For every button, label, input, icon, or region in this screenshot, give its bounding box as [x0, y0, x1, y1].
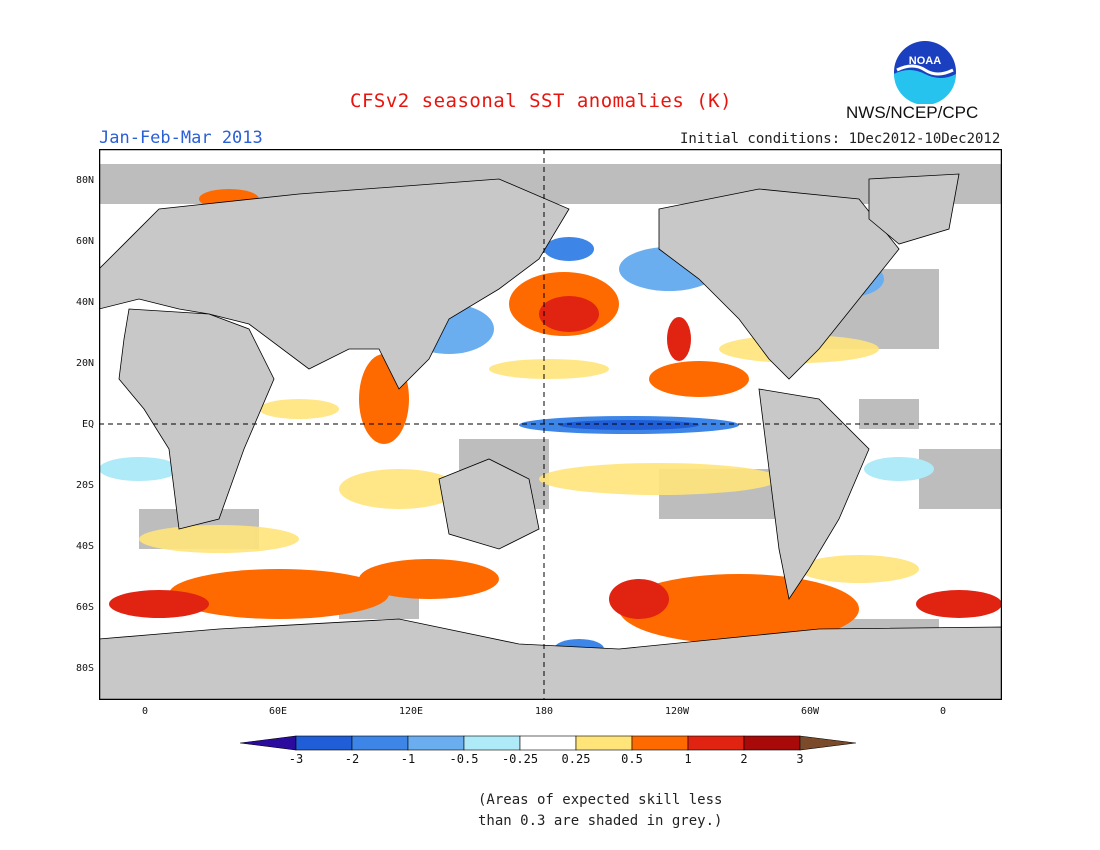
colorbar-tick-label: 3 [796, 752, 804, 766]
lon-label: 120W [664, 706, 690, 717]
map-title: CFSv2 seasonal SST anomalies (K) [350, 90, 733, 112]
colorbar-tick-label: 0.5 [621, 752, 643, 766]
warm-anomalies [109, 189, 1002, 644]
lat-label: EQ [81, 419, 94, 430]
colorbar-swatch [575, 735, 633, 751]
sst-anomaly-map [98, 148, 1003, 701]
map-canvas [98, 148, 1003, 701]
colorbar-tick-label: -3 [288, 752, 304, 766]
lat-label: 80S [75, 663, 94, 674]
lon-label: 180 [534, 706, 554, 717]
colorbar-tick-label: -1 [400, 752, 416, 766]
lon-label: 60E [268, 706, 288, 717]
lat-label: 40N [75, 297, 94, 308]
skill-note: (Areas of expected skill less than 0.3 a… [478, 790, 722, 832]
colorbar-tick-label: 2 [740, 752, 748, 766]
colorbar-swatch [463, 735, 521, 751]
colorbar-tick-label: 1 [684, 752, 692, 766]
forecast-period: Jan-Feb-Mar 2013 [99, 128, 263, 148]
colorbar-tick-label: 0.25 [561, 752, 591, 766]
colorbar-min-arrow [240, 735, 297, 751]
lat-label: 20N [75, 358, 94, 369]
colorbar-swatch [519, 735, 577, 751]
colorbar-swatch [295, 735, 353, 751]
lon-label: 0 [939, 706, 947, 717]
map-frame [98, 148, 1003, 701]
colorbar [240, 735, 857, 751]
initial-conditions: Initial conditions: 1Dec2012-10Dec2012 [680, 131, 1001, 147]
colorbar-max-arrow [799, 735, 857, 751]
noaa-logo-icon: NOAA [894, 41, 956, 104]
colorbar-tick-label: -0.25 [501, 752, 539, 766]
colorbar-swatch [407, 735, 465, 751]
lat-label: 60S [75, 602, 94, 613]
colorbar-swatch [631, 735, 689, 751]
colorbar-tick-label: -2 [344, 752, 360, 766]
lat-label: 80N [75, 175, 94, 186]
lon-label: 120E [398, 706, 424, 717]
colorbar-swatch [743, 735, 801, 751]
land-masses [98, 173, 1003, 701]
colorbar-tick-label: -0.5 [449, 752, 479, 766]
colorbar-swatch [687, 735, 745, 751]
lat-label: 40S [75, 541, 94, 552]
agency-label: NWS/NCEP/CPC [846, 103, 979, 122]
lat-label: 60N [75, 236, 94, 247]
skill-note-line1: (Areas of expected skill less [478, 792, 723, 808]
lon-label: 60W [800, 706, 820, 717]
lon-label: 0 [141, 706, 149, 717]
colorbar-swatch [351, 735, 409, 751]
lat-label: 20S [75, 480, 94, 491]
skill-note-line2: than 0.3 are shaded in grey.) [478, 813, 723, 829]
noaa-logo-text: NOAA [909, 55, 941, 67]
